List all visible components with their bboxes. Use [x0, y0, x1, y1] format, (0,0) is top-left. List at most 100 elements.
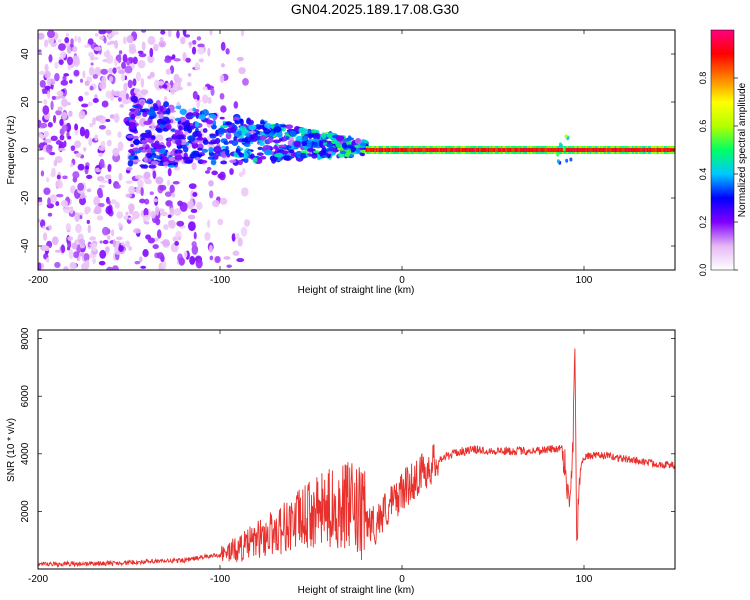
heatmap-noise-blob — [100, 180, 109, 184]
heatmap-band-blob — [134, 107, 140, 114]
heatmap-band-blob — [298, 127, 305, 133]
heatmap-noise-blob — [191, 162, 197, 171]
heatmap-noise-blob — [88, 66, 95, 76]
heatmap-carrier-core — [632, 148, 635, 152]
heatmap-noise-blob — [125, 180, 133, 184]
heatmap-noise-blob — [196, 201, 203, 210]
heatmap-band-blob — [179, 126, 184, 131]
heatmap-noise-blob — [153, 43, 159, 52]
heatmap-carrier-core — [547, 148, 550, 152]
heatmap-band-blob — [219, 116, 225, 120]
snr-y-tick-label: 8000 — [20, 327, 31, 350]
heatmap-noise-blob — [240, 226, 248, 237]
heatmap-band-blob — [174, 129, 181, 136]
heatmap-noise-blob — [39, 134, 46, 139]
heatmap-noise-blob — [214, 256, 221, 263]
heatmap-noise-blob — [61, 124, 68, 132]
heatmap-noise-blob — [63, 73, 70, 77]
heatmap-carrier-core — [601, 148, 604, 152]
heatmap-band-blob — [150, 142, 158, 147]
heatmap-carrier-core — [543, 148, 546, 152]
heatmap-carrier-core — [533, 148, 536, 152]
heatmap-carrier-core — [404, 148, 408, 152]
heatmap-noise-blob — [72, 45, 78, 53]
heatmap-carrier-core — [423, 148, 427, 152]
heatmap-band-blob — [256, 152, 264, 156]
heatmap-noise-blob — [97, 202, 105, 208]
heatmap-noise-blob — [74, 140, 82, 149]
heatmap-noise-blob — [83, 253, 90, 262]
heatmap-noise-blob — [132, 56, 138, 65]
heatmap-noise-blob — [56, 174, 61, 180]
heatmap-band-blob — [128, 123, 136, 130]
spectrogram-x-tick-2: 0 — [399, 30, 405, 286]
heatmap-noise-blob — [163, 224, 169, 230]
heatmap-noise-blob — [94, 205, 102, 215]
heatmap-band-blob — [233, 136, 238, 141]
heatmap-noise-blob — [243, 219, 251, 227]
heatmap-carrier-core — [567, 148, 571, 152]
heatmap-noise-blob — [140, 187, 144, 197]
heatmap-band-blob — [229, 159, 237, 164]
heatmap-band-blob — [162, 161, 169, 167]
heatmap-noise-blob — [210, 87, 215, 96]
heatmap-carrier-core — [511, 148, 514, 152]
heatmap-carrier-core — [624, 148, 627, 152]
heatmap-carrier-core — [470, 148, 473, 152]
heatmap-band-blob — [311, 153, 318, 159]
heatmap-noise-blob — [120, 72, 126, 82]
heatmap-noise-blob — [152, 244, 159, 250]
heatmap-noise-blob — [172, 180, 180, 185]
heatmap-noise-blob — [105, 118, 111, 123]
heatmap-band-blob — [339, 150, 346, 155]
heatmap-carrier-core — [602, 148, 606, 152]
heatmap-noise-blob — [123, 36, 127, 45]
heatmap-carrier-core — [627, 148, 630, 152]
heatmap-carrier-core — [560, 148, 563, 152]
heatmap-noise-blob — [98, 184, 105, 188]
heatmap-band-blob — [175, 139, 182, 146]
heatmap-carrier-core — [640, 148, 643, 152]
heatmap-carrier-core — [403, 148, 406, 152]
heatmap-band-blob — [332, 149, 339, 153]
heatmap-noise-blob — [196, 47, 205, 55]
heatmap-noise-blob — [72, 58, 80, 67]
heatmap-noise-blob — [72, 176, 78, 183]
heatmap-noise-blob — [165, 68, 172, 75]
heatmap-noise-blob — [212, 199, 220, 208]
heatmap-noise-blob — [193, 231, 197, 240]
heatmap-band-blob — [303, 128, 308, 135]
spectrogram-x-tick-label: -200 — [28, 275, 48, 286]
heatmap-noise-blob — [65, 223, 72, 231]
heatmap-band-blob — [301, 140, 308, 147]
heatmap-noise-blob — [157, 80, 165, 86]
heatmap-noise-blob — [176, 30, 180, 39]
heatmap-carrier-core — [608, 148, 611, 152]
heatmap-carrier-core — [441, 148, 444, 152]
heatmap-band-blob — [273, 126, 282, 133]
heatmap-noise-blob — [49, 194, 57, 204]
heatmap-band-blob — [208, 146, 214, 153]
heatmap-noise-blob — [128, 186, 136, 195]
heatmap-noise-blob — [144, 198, 150, 205]
heatmap-band-blob — [354, 137, 362, 145]
heatmap-noise-blob — [171, 192, 176, 198]
heatmap-carrier-core — [394, 148, 397, 152]
heatmap-band-blob — [139, 100, 145, 106]
heatmap-band-blob — [293, 140, 301, 148]
heatmap-noise-blob — [84, 128, 90, 139]
heatmap-noise-blob — [116, 211, 124, 219]
heatmap-noise-blob — [187, 221, 196, 232]
heatmap-carrier-core — [501, 148, 504, 152]
heatmap-noise-blob — [44, 63, 49, 72]
heatmap-band-blob — [130, 143, 134, 148]
heatmap-noise-blob — [77, 36, 82, 44]
heatmap-band-blob — [208, 113, 217, 119]
heatmap-noise-blob — [185, 57, 191, 63]
heatmap-carrier-core — [600, 148, 603, 152]
heatmap-noise-blob — [59, 134, 65, 141]
heatmap-noise-blob — [173, 166, 181, 171]
heatmap-noise-blob — [104, 246, 110, 253]
heatmap-noise-blob — [225, 48, 230, 55]
